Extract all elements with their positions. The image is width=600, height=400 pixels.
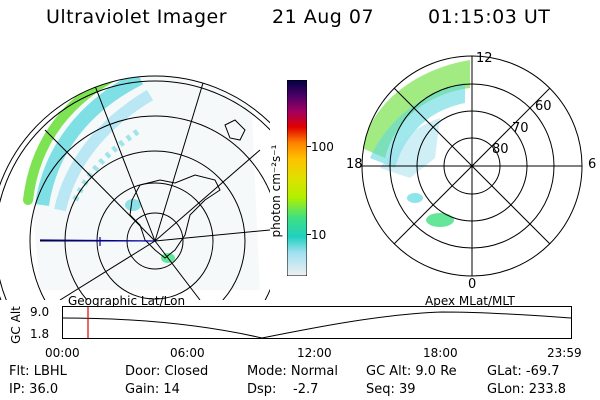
filter-status: Flt: LBHL xyxy=(9,364,67,379)
continent-outline xyxy=(129,174,221,259)
gc-alt-status: GC Alt: 9.0 Re xyxy=(366,364,457,379)
observation-time: 01:15:03 UT xyxy=(428,6,551,28)
colorbar-tick-10: 10 xyxy=(311,228,327,242)
timeline-x-tick-0000: 00:00 xyxy=(45,346,80,360)
timeline-x-tick-2359: 23:59 xyxy=(547,346,582,360)
mlt-label-18: 18 xyxy=(346,157,363,172)
mlat-label-80: 80 xyxy=(492,142,509,157)
colorbar-gradient xyxy=(286,79,308,277)
mlt-label-0: 0 xyxy=(468,277,476,292)
door-status: Door: Closed xyxy=(125,364,209,379)
altitude-timeline xyxy=(62,306,572,339)
apex-polar-plot: 12 0 18 6 60 70 80 xyxy=(346,51,596,292)
apex-mlt-lines xyxy=(362,56,582,276)
geo-latitude: GLat: -69.7 xyxy=(487,364,560,379)
gain-status: Gain: 14 xyxy=(125,382,180,397)
observation-date: 21 Aug 07 xyxy=(272,6,375,28)
colorbar-unit-label: photon cm⁻²s⁻¹ xyxy=(269,144,283,238)
timeline-frame xyxy=(62,306,572,339)
timeline-x-tick-1800: 18:00 xyxy=(423,346,458,360)
timeline-left-label: Geographic Lat/Lon xyxy=(68,294,186,308)
ip-status: IP: 36.0 xyxy=(9,382,59,397)
sequence-status: Seq: 39 xyxy=(366,382,416,397)
geo-longitude: GLon: 233.8 xyxy=(487,382,567,397)
colorbar-tick-100: 100 xyxy=(311,140,334,154)
timeline-y-tick-1-8: 1.8 xyxy=(30,327,50,341)
mlat-label-70: 70 xyxy=(512,121,529,136)
mlt-label-6: 6 xyxy=(588,157,596,172)
auroral-arc-inner xyxy=(35,76,144,207)
geographic-map xyxy=(0,75,270,300)
colorbar-tickmark xyxy=(307,146,311,147)
mlt-label-12: 12 xyxy=(476,51,493,66)
mlat-label-60: 60 xyxy=(535,99,552,114)
instrument-title: Ultraviolet Imager xyxy=(46,6,228,28)
timeline-x-tick-0600: 06:00 xyxy=(170,346,205,360)
timeline-y-tick-9: 9.0 xyxy=(30,305,50,319)
altitude-curve xyxy=(62,311,572,339)
timeline-right-label: Apex MLat/MLT xyxy=(425,294,515,308)
colorbar-tickmark xyxy=(307,234,311,235)
timeline-y-label: GC Alt xyxy=(9,306,23,344)
dsp-value: -2.7 xyxy=(293,382,319,397)
dsp-label: Dsp: xyxy=(247,382,277,397)
colorbar xyxy=(286,79,308,277)
timeline-x-tick-1200: 12:00 xyxy=(297,346,332,360)
mode-status: Mode: Normal xyxy=(247,364,338,379)
